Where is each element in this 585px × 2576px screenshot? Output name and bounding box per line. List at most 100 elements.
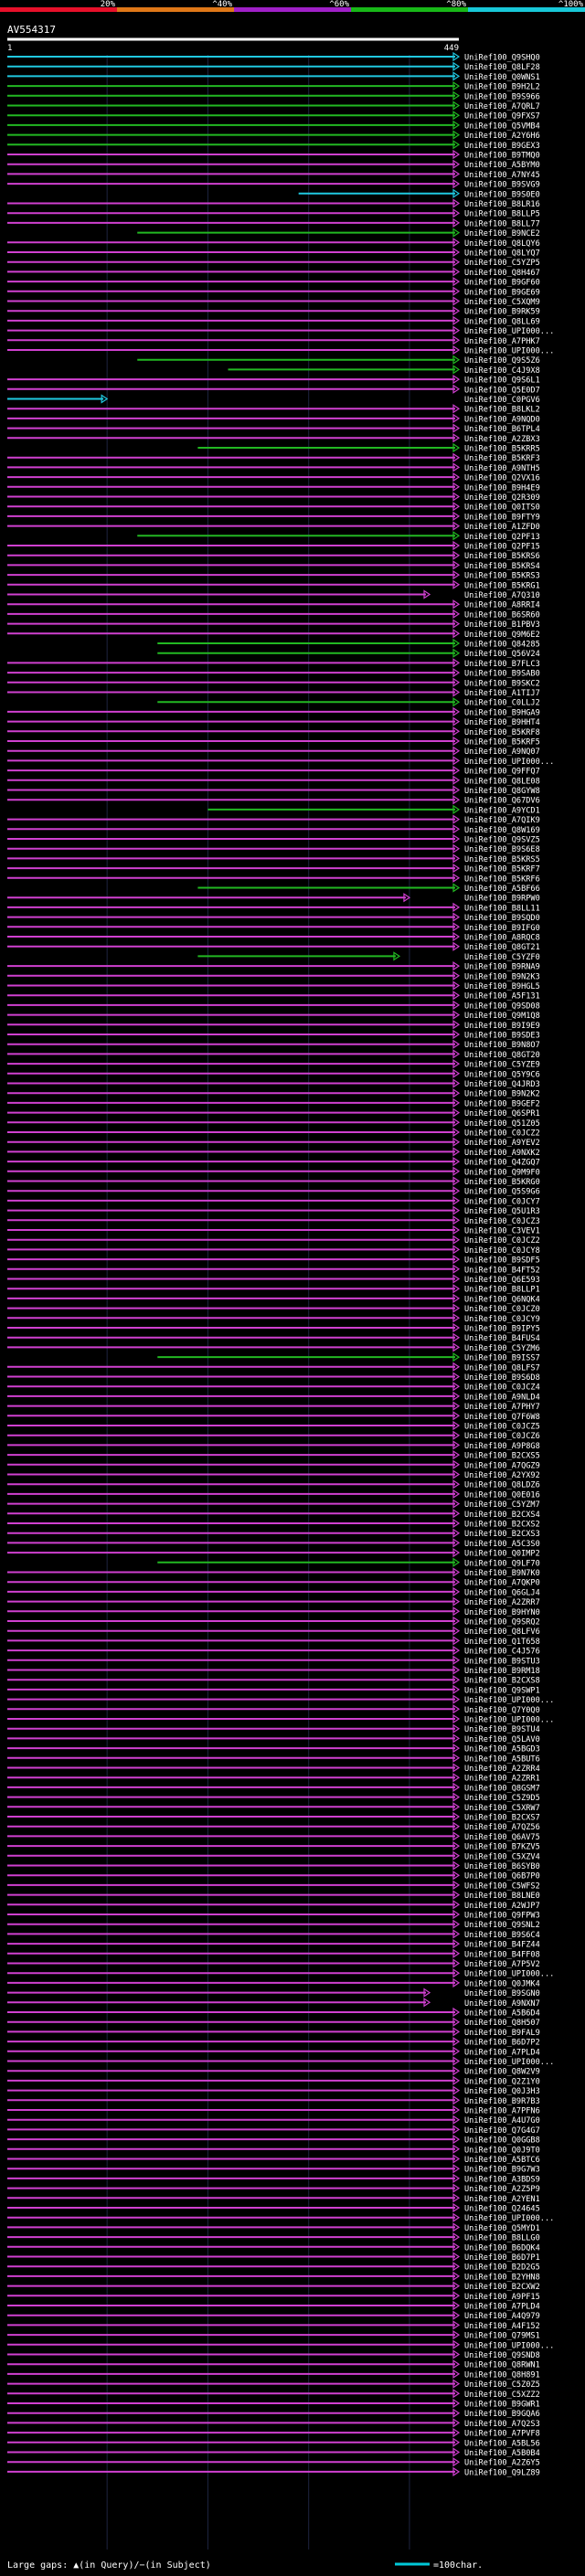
hit-row[interactable]: UniRef100_C5YZM6 bbox=[7, 1342, 540, 1353]
hit-row[interactable]: UniRef100_A2YX92 bbox=[7, 1469, 540, 1481]
hit-label[interactable]: UniRef100_B5KRF6 bbox=[464, 875, 540, 884]
hit-label[interactable]: UniRef100_B9STU3 bbox=[464, 1657, 540, 1666]
hit-row[interactable]: UniRef100_B9GQA6 bbox=[7, 2408, 540, 2420]
hit-row[interactable]: UniRef100_Q9SWP1 bbox=[7, 1684, 540, 1696]
hit-row[interactable]: UniRef100_B2CXW2 bbox=[7, 2281, 540, 2293]
hit-row[interactable]: UniRef100_Q2PF13 bbox=[137, 531, 540, 542]
hit-row[interactable]: UniRef100_B9N2K3 bbox=[7, 970, 540, 982]
hit-label[interactable]: UniRef100_Q9LF70 bbox=[464, 1559, 540, 1568]
hit-row[interactable]: UniRef100_Q6SPR1 bbox=[7, 1108, 540, 1119]
hit-label[interactable]: UniRef100_Q2PF15 bbox=[464, 543, 540, 552]
hit-label[interactable]: UniRef100_Q8LL69 bbox=[464, 317, 540, 326]
hit-row[interactable]: UniRef100_Q9M6E2 bbox=[7, 629, 540, 640]
hit-row[interactable]: UniRef100_Q9SVZ5 bbox=[7, 833, 540, 845]
hit-row[interactable]: UniRef100_Q9LZ89 bbox=[7, 2466, 540, 2478]
hit-row[interactable]: UniRef100_Q9M9F0 bbox=[7, 1166, 540, 1178]
hit-label[interactable]: UniRef100_UPI000... bbox=[464, 347, 554, 356]
hit-row[interactable]: UniRef100_UPI000... bbox=[7, 756, 554, 767]
hit-row[interactable]: UniRef100_Q0J3H3 bbox=[7, 2085, 540, 2097]
hit-label[interactable]: UniRef100_B5KRF7 bbox=[464, 865, 540, 875]
hit-row[interactable]: UniRef100_Q8LFV6 bbox=[7, 1626, 540, 1638]
hit-label[interactable]: UniRef100_Q0J9T0 bbox=[464, 2146, 540, 2155]
hit-label[interactable]: UniRef100_UPI000... bbox=[464, 2214, 554, 2223]
hit-row[interactable]: UniRef100_Q5Y9C6 bbox=[7, 1068, 540, 1080]
hit-label[interactable]: UniRef100_A7QGZ9 bbox=[464, 1461, 540, 1470]
hit-label[interactable]: UniRef100_A7PVF8 bbox=[464, 2430, 540, 2439]
hit-row[interactable]: UniRef100_B9IPY5 bbox=[7, 1322, 540, 1334]
hit-row[interactable]: UniRef100_A7Q310 bbox=[7, 589, 540, 601]
hit-row[interactable]: UniRef100_A7QZ56 bbox=[7, 1821, 540, 1833]
hit-row[interactable]: UniRef100_B9SDE3 bbox=[7, 1029, 540, 1041]
hit-row[interactable]: UniRef100_Q9SHQ0 bbox=[7, 51, 540, 63]
hit-label[interactable]: UniRef100_Q84285 bbox=[464, 641, 540, 650]
hit-row[interactable]: UniRef100_Q5S9G6 bbox=[7, 1186, 540, 1197]
hit-label[interactable]: UniRef100_B9SDF5 bbox=[464, 1256, 540, 1266]
hit-label[interactable]: UniRef100_Q2PF13 bbox=[464, 533, 540, 542]
hit-row[interactable]: UniRef100_Q9FXS7 bbox=[7, 111, 540, 122]
hit-row[interactable]: UniRef100_A5B6D4 bbox=[7, 2007, 540, 2019]
hit-label[interactable]: UniRef100_C0JCZ4 bbox=[464, 1383, 540, 1393]
hit-label[interactable]: UniRef100_Q9S5Z6 bbox=[464, 356, 540, 366]
hit-label[interactable]: UniRef100_Q9SD08 bbox=[464, 1002, 540, 1011]
hit-row[interactable]: UniRef100_B9HYN0 bbox=[7, 1606, 540, 1617]
hit-label[interactable]: UniRef100_A7PLD4 bbox=[464, 2048, 540, 2057]
hit-label[interactable]: UniRef100_Q0JMK4 bbox=[464, 1979, 540, 1988]
hit-row[interactable]: UniRef100_Q8LYQ7 bbox=[7, 247, 540, 259]
hit-label[interactable]: UniRef100_C0JCY8 bbox=[464, 1246, 540, 1256]
hit-row[interactable]: UniRef100_A7PHY7 bbox=[7, 1401, 540, 1413]
hit-label[interactable]: UniRef100_B6D7P1 bbox=[464, 2253, 540, 2263]
hit-label[interactable]: UniRef100_Q6NQK4 bbox=[464, 1295, 540, 1304]
hit-label[interactable]: UniRef100_B5KRS4 bbox=[464, 562, 540, 571]
hit-row[interactable]: UniRef100_Q0E016 bbox=[7, 1489, 540, 1500]
hit-label[interactable]: UniRef100_A9NQD0 bbox=[464, 415, 540, 424]
hit-row[interactable]: UniRef100_Q7G4G7 bbox=[7, 2125, 540, 2136]
hit-label[interactable]: UniRef100_B7KZV5 bbox=[464, 1843, 540, 1852]
hit-row[interactable]: UniRef100_Q0WNS1 bbox=[7, 71, 540, 82]
hit-label[interactable]: UniRef100_B9S966 bbox=[464, 92, 540, 101]
hit-row[interactable]: UniRef100_A2WJP7 bbox=[7, 1900, 540, 1911]
hit-row[interactable]: UniRef100_C5WFS2 bbox=[7, 1880, 540, 1892]
hit-label[interactable]: UniRef100_A7PFN6 bbox=[464, 2107, 540, 2116]
hit-row[interactable]: UniRef100_Q0ITS0 bbox=[7, 502, 540, 513]
hit-label[interactable]: UniRef100_B9HGA9 bbox=[464, 708, 540, 717]
hit-row[interactable]: UniRef100_B9TMQ0 bbox=[7, 149, 540, 161]
hit-row[interactable]: UniRef100_A2Y6H6 bbox=[7, 130, 540, 142]
hit-label[interactable]: UniRef100_C0JCZ6 bbox=[464, 1432, 540, 1441]
hit-label[interactable]: UniRef100_Q0ITS0 bbox=[464, 504, 540, 513]
hit-label[interactable]: UniRef100_B9RK59 bbox=[464, 308, 540, 317]
hit-label[interactable]: UniRef100_Q4ZGQ7 bbox=[464, 1159, 540, 1168]
hit-row[interactable]: UniRef100_B1PBV3 bbox=[7, 619, 540, 631]
hit-row[interactable]: UniRef100_B5KRG0 bbox=[7, 1176, 540, 1188]
hit-row[interactable]: UniRef100_A7P5V2 bbox=[7, 1958, 540, 1970]
hit-label[interactable]: UniRef100_B9N2K3 bbox=[464, 972, 540, 981]
hit-row[interactable]: UniRef100_Q4JRD3 bbox=[7, 1078, 540, 1090]
hit-label[interactable]: UniRef100_Q9SRQ2 bbox=[464, 1618, 540, 1627]
hit-label[interactable]: UniRef100_Q9SVZ5 bbox=[464, 836, 540, 845]
hit-row[interactable]: UniRef100_A7PHK7 bbox=[7, 335, 540, 346]
hit-row[interactable]: UniRef100_B5KRF3 bbox=[7, 452, 540, 464]
hit-label[interactable]: UniRef100_C5YZP5 bbox=[464, 259, 540, 268]
hit-label[interactable]: UniRef100_A8RRI4 bbox=[464, 601, 540, 610]
hit-row[interactable]: UniRef100_UPI000... bbox=[7, 2339, 554, 2351]
hit-label[interactable]: UniRef100_Q8W169 bbox=[464, 826, 540, 835]
hit-row[interactable]: UniRef100_B7KZV5 bbox=[7, 1840, 540, 1852]
hit-label[interactable]: UniRef100_C5YZE9 bbox=[464, 1061, 540, 1070]
hit-label[interactable]: UniRef100_B5KRS3 bbox=[464, 572, 540, 581]
hit-row[interactable]: UniRef100_B9HGL5 bbox=[7, 981, 540, 992]
hit-label[interactable]: UniRef100_C5Z9D5 bbox=[464, 1794, 540, 1803]
hit-row[interactable]: UniRef100_Q2VX16 bbox=[7, 472, 540, 483]
hit-label[interactable]: UniRef100_Q51Z05 bbox=[464, 1119, 540, 1129]
hit-row[interactable]: UniRef100_B2CXS8 bbox=[7, 1675, 540, 1686]
hit-label[interactable]: UniRef100_B8LLP5 bbox=[464, 210, 540, 219]
hit-label[interactable]: UniRef100_A1ZFD0 bbox=[464, 523, 540, 532]
hit-label[interactable]: UniRef100_B9IFG0 bbox=[464, 924, 540, 933]
hit-row[interactable]: UniRef100_B9HGA9 bbox=[7, 706, 540, 718]
hit-label[interactable]: UniRef100_B9RNA9 bbox=[464, 963, 540, 972]
hit-label[interactable]: UniRef100_Q9LZ89 bbox=[464, 2468, 540, 2477]
hit-label[interactable]: UniRef100_A2Y6H6 bbox=[464, 132, 540, 141]
hit-label[interactable]: UniRef100_A5BF66 bbox=[464, 885, 540, 894]
hit-row[interactable]: UniRef100_B8LKL2 bbox=[7, 404, 540, 415]
hit-row[interactable]: UniRef100_Q0JMK4 bbox=[7, 1977, 540, 1989]
hit-label[interactable]: UniRef100_C5XQM9 bbox=[464, 298, 540, 307]
hit-label[interactable]: UniRef100_Q67DV6 bbox=[464, 797, 540, 806]
